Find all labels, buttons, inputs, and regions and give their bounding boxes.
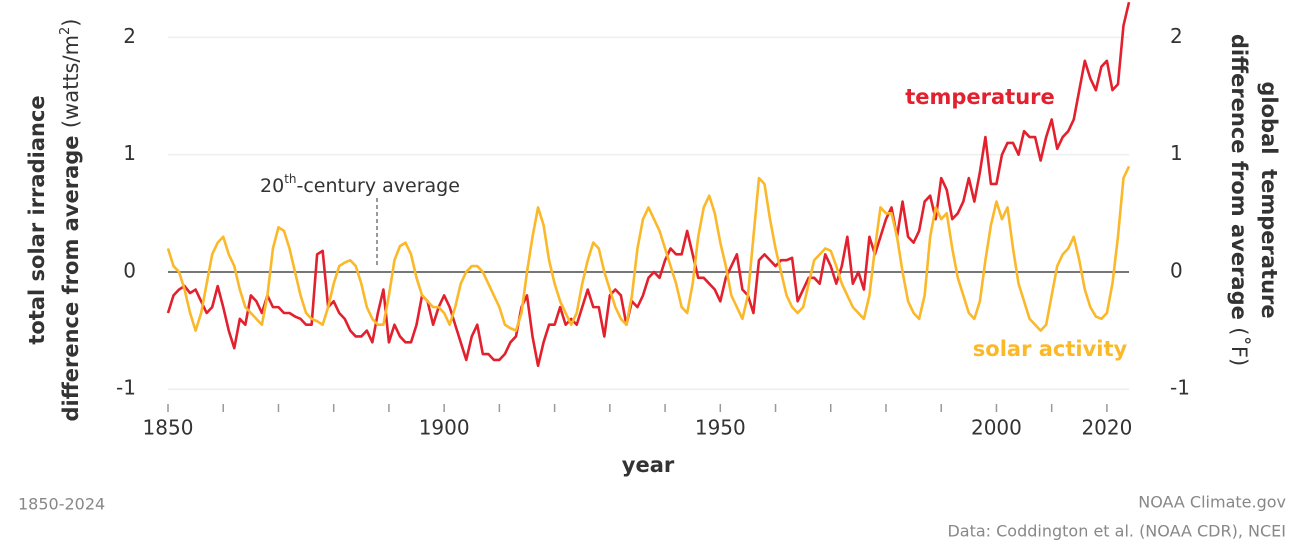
y2-axis-title-line: difference from average [1227, 34, 1251, 320]
y-axis-unit-sup: 2 [58, 27, 73, 35]
y-tick-label: 1 [123, 141, 136, 165]
series-label: temperature [905, 85, 1055, 109]
x-tick-label: 1950 [695, 416, 746, 440]
y2-axis-unit: (˚F) [1227, 327, 1251, 366]
subtitle: 1850-2024 [18, 495, 105, 514]
y2-axis-title: global temperature [1257, 81, 1281, 318]
y2-axis-title: difference from average (˚F) [1227, 34, 1251, 366]
y2-tick-label: 0 [1170, 258, 1183, 282]
annotation-text: 20 [260, 175, 284, 197]
x-tick-label: 1850 [143, 416, 194, 440]
y-tick-label: 2 [123, 24, 136, 48]
y-axis-title-line: difference from average [59, 135, 83, 421]
y2-tick-label: 1 [1170, 141, 1183, 165]
y-axis-title: total solar irradiance [25, 95, 49, 344]
x-tick-label: 2000 [971, 416, 1022, 440]
annotation-rest: -century average [297, 175, 460, 197]
y-axis-unit: (watts/m [59, 35, 83, 128]
y-tick-label: -1 [116, 376, 136, 400]
y-axis-title: difference from average (watts/m2) [58, 18, 84, 421]
y-tick-label: 0 [123, 258, 136, 282]
series-label: solar activity [973, 337, 1128, 361]
x-axis-title: year [622, 453, 675, 477]
annotation-sup: th [284, 172, 296, 186]
y-axis-unit-end: ) [59, 18, 83, 26]
y2-tick-label: -1 [1170, 376, 1190, 400]
credit: NOAA Climate.gov [1138, 493, 1286, 512]
x-tick-label: 2020 [1081, 416, 1132, 440]
series-line [166, 165, 1131, 332]
x-tick-label: 1900 [419, 416, 470, 440]
annotation: 20th-century average [260, 172, 460, 197]
y2-tick-label: 2 [1170, 24, 1183, 48]
source: Data: Coddington et al. (NOAA CDR), NCEI [947, 522, 1286, 541]
